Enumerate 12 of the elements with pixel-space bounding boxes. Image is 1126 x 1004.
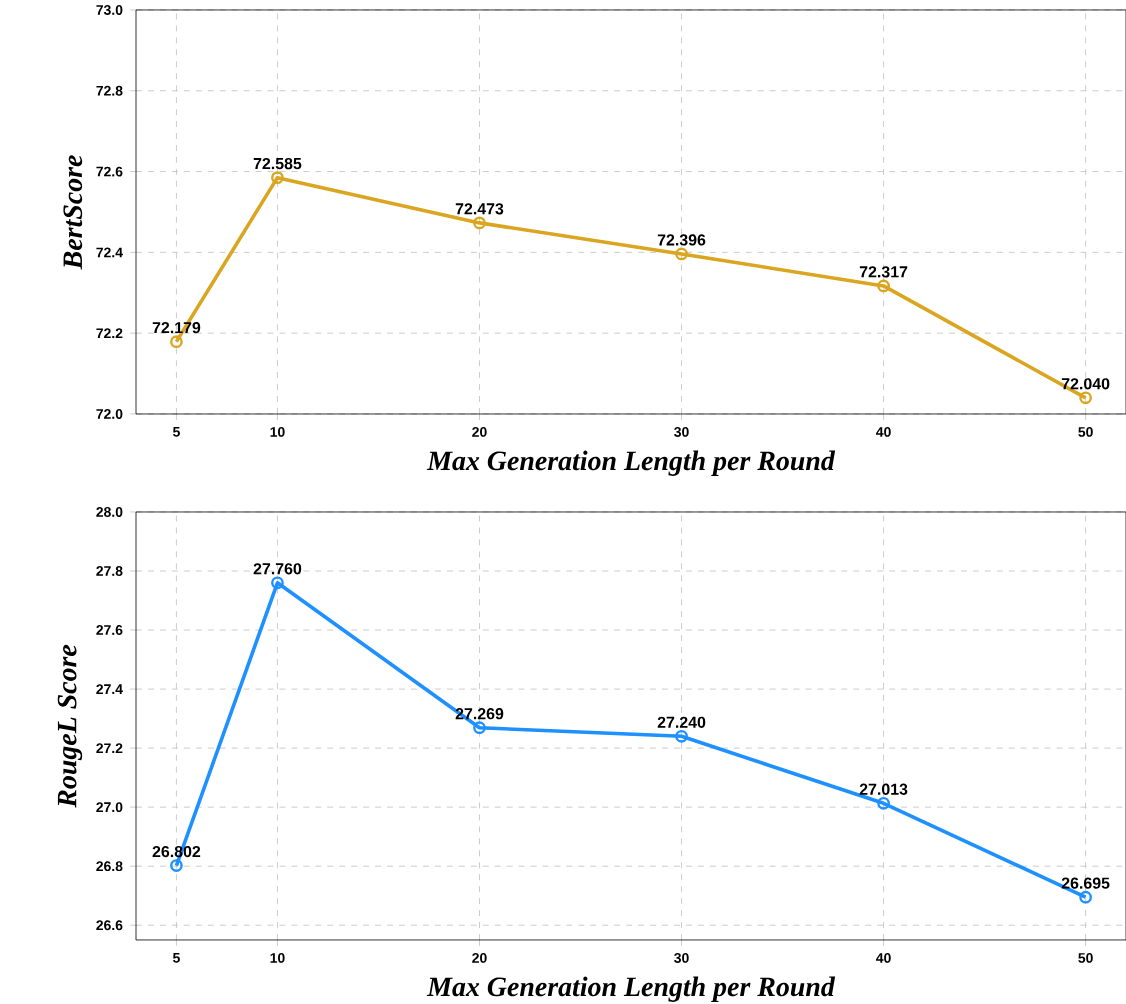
y-axis-title: RougeL Score <box>57 644 83 808</box>
point <box>877 796 890 810</box>
point <box>675 729 688 743</box>
x-axis-title: Max Generation Length per Round <box>426 976 836 1002</box>
point <box>675 247 688 261</box>
x-axis-title: Max Generation Length per Round <box>426 450 836 476</box>
point <box>473 721 486 735</box>
y-axis-title: BertScore <box>63 155 83 270</box>
point <box>877 279 890 293</box>
point <box>473 216 486 230</box>
point <box>271 171 284 185</box>
point <box>271 576 284 590</box>
